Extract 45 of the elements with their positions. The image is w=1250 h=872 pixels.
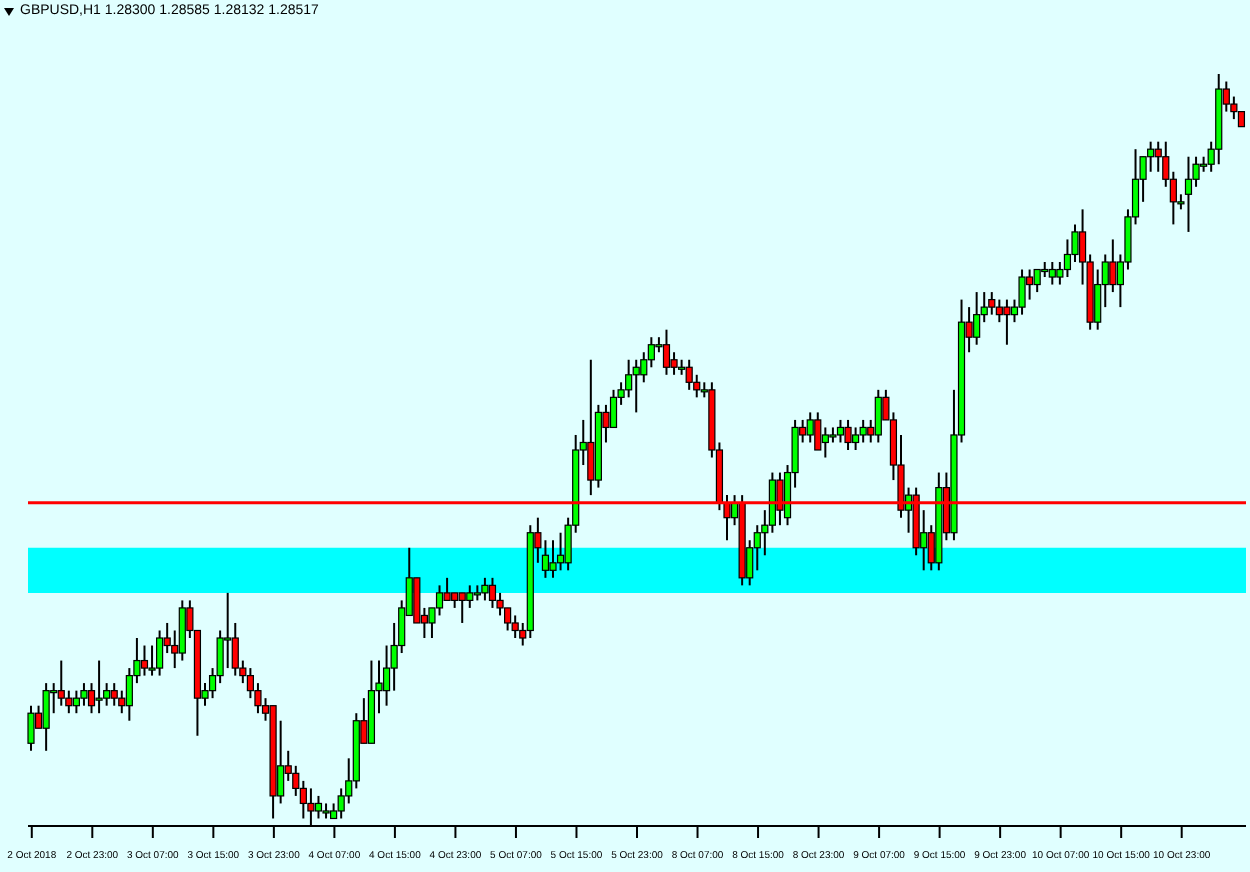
candlestick bbox=[1109, 238, 1117, 294]
candlestick bbox=[458, 591, 466, 624]
candlestick bbox=[488, 576, 497, 609]
candlestick bbox=[1184, 155, 1193, 233]
candlestick bbox=[178, 599, 186, 662]
candlestick bbox=[95, 659, 103, 715]
candlestick bbox=[556, 531, 565, 572]
candlestick bbox=[1147, 140, 1155, 173]
candlestick bbox=[632, 358, 640, 414]
candlestick bbox=[72, 689, 80, 715]
candlestick bbox=[874, 388, 882, 444]
candlestick bbox=[973, 291, 981, 346]
candlestick bbox=[57, 659, 65, 707]
candlestick bbox=[814, 411, 822, 451]
candlestick bbox=[481, 576, 489, 602]
candlestick bbox=[844, 418, 852, 451]
candlestick bbox=[852, 426, 860, 451]
candlestick bbox=[224, 591, 232, 670]
candlestick bbox=[443, 576, 451, 602]
candlestick bbox=[466, 584, 474, 609]
candlestick bbox=[836, 418, 845, 444]
candlestick bbox=[1033, 268, 1041, 294]
candlestick bbox=[435, 584, 444, 617]
candlestick bbox=[42, 682, 50, 752]
candlestick bbox=[110, 682, 118, 707]
candlestick bbox=[1018, 268, 1026, 316]
candlestick bbox=[995, 298, 1003, 324]
candlestick bbox=[1048, 261, 1056, 286]
candlestick bbox=[859, 418, 867, 444]
candlestick bbox=[821, 426, 829, 459]
candlestick bbox=[314, 794, 323, 820]
candlestick bbox=[662, 328, 671, 376]
candlestick bbox=[140, 644, 149, 677]
candlestick bbox=[1026, 268, 1034, 301]
candlestick bbox=[156, 629, 164, 677]
candlestick bbox=[80, 682, 88, 707]
candlestick bbox=[511, 614, 519, 639]
candlestick bbox=[988, 291, 996, 316]
candlestick bbox=[587, 358, 595, 497]
candlestick bbox=[806, 411, 814, 444]
candlestick bbox=[1003, 298, 1011, 346]
candlestick bbox=[670, 351, 678, 376]
candlestick bbox=[685, 358, 693, 391]
candlestick bbox=[549, 539, 557, 579]
candlestick bbox=[27, 704, 35, 752]
